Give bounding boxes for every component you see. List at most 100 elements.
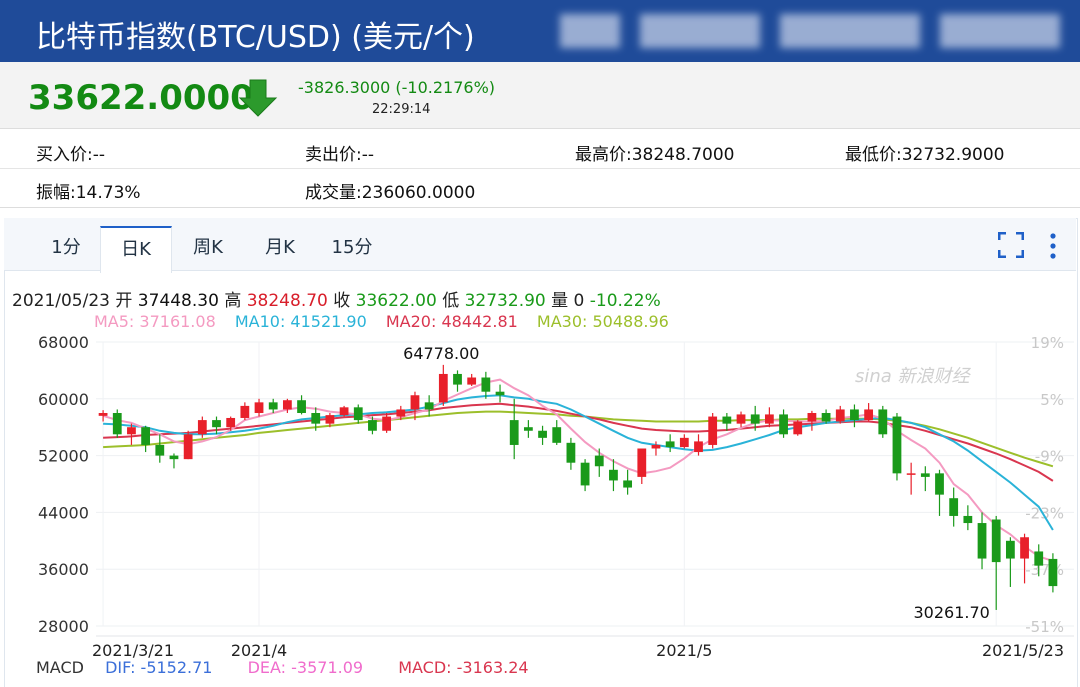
candle-body [878,409,888,435]
info-low: 32732.90 [464,291,546,311]
candle-body [566,442,576,463]
current-price: 33622.0000 [28,78,254,118]
candle-body [722,416,732,424]
x-tick-label: 2021/5 [656,641,712,660]
period-tabs [4,218,1076,271]
ohlc-info: 2021/05/23 开 37448.30 高 38248.70 收 33622… [12,286,661,311]
candle-body [509,420,519,445]
ma5-label: MA5: 37161.08 [94,312,216,331]
candle-body [424,402,434,410]
candle-body [339,407,349,416]
ma20-label: MA20: 48442.81 [385,312,518,331]
stat-volume: 成交量:236060.0000 [305,183,476,203]
divider [0,168,1080,169]
ma-info: MA5: 37161.08 MA10: 41521.90 MA20: 48442… [94,312,669,331]
candle-body [736,414,746,424]
candle-body [453,373,462,385]
y-tick-label: 68000 [38,333,89,352]
candle-body [311,413,321,424]
candle-body [368,420,377,431]
candle-body [325,415,335,424]
x-tick-label: 2021/5/23 [982,641,1064,660]
candle-body [538,430,547,438]
y-tick-label: 36000 [38,560,89,579]
quote-time: 22:29:14 [372,102,431,117]
candle-body [127,427,136,435]
candle-body [141,427,151,445]
info-pct: -10.22% [589,291,661,311]
redacted-block [940,14,1060,48]
price-change: -3826.3000 (-10.2176%) [298,78,496,97]
candle-body [495,391,505,396]
candle-body [764,414,774,424]
candle-body [297,400,306,413]
macd-value-label: MACD: -3163.24 [398,658,529,677]
pct-tick-label: -9% [1035,448,1064,466]
candle-body [679,437,689,448]
info-open-label: 开 [115,291,133,311]
redacted-block [780,14,920,48]
candle-body [580,462,590,486]
y-tick-label: 28000 [38,617,89,636]
candlestick-chart[interactable]: 68000 19% 60000 5% 52000 -9% 44000 -23% 36000 -37… [0,330,1080,660]
pct-tick-label: -51% [1025,618,1064,636]
candle-body [155,444,165,456]
candle-body [949,498,959,516]
info-date: 2021/05/23 [12,291,110,311]
stat-bid: 买入价:-- [36,145,105,165]
candle-body [481,377,491,392]
x-tick-label: 2021/4 [231,641,287,660]
macd-info: MACD DIF: -5152.71 DEA: -3571.09 MACD: -… [36,658,529,677]
more-options-icon[interactable] [1048,232,1058,260]
x-tick-label: 2021/3/21 [92,641,174,660]
candle-body [637,448,647,477]
candle-body [991,519,1001,563]
y-tick-label: 52000 [38,447,89,466]
candle-body [694,441,703,453]
candle-body [609,469,618,481]
info-vol: 0 [573,291,585,311]
dif-label: DIF: -5152.71 [105,658,213,677]
candle-body [254,402,264,413]
candle-body [282,400,292,410]
tab-weekly[interactable]: 周K [193,237,223,258]
down-arrow-icon [238,79,278,117]
candle-body [98,413,108,416]
candle-body [850,409,859,421]
tab-monthly[interactable]: 月K [265,237,295,258]
candle-body [793,421,803,435]
pct-tick-label: -37% [1025,561,1064,579]
candle-body [226,417,236,428]
candle-body [212,420,221,428]
candle-body [410,395,420,410]
candle-body [1048,558,1058,587]
candle-body [197,420,207,435]
max-price-label: 64778.00 [403,344,479,363]
candle-body [750,414,760,424]
dea-label: DEA: -3571.09 [247,658,364,677]
redacted-block [560,14,620,48]
candle-body [935,473,944,495]
candle-body [708,416,718,445]
stat-ask: 卖出价:-- [305,145,374,165]
y-tick-label: 44000 [38,503,89,522]
quote-panel [0,62,1080,129]
candle-body [183,434,193,460]
fullscreen-icon[interactable] [998,232,1024,258]
info-vol-label: 量 [551,291,569,311]
candle-body [864,409,874,421]
stat-amplitude: 振幅:14.73% [36,183,141,203]
tab-daily[interactable]: 日K [100,226,172,273]
pct-tick-label: 5% [1040,391,1064,409]
candle-body [1020,537,1029,559]
candle-body [807,413,817,422]
candle-body [1005,540,1015,559]
candle-body [906,473,916,475]
info-close-label: 收 [333,291,351,311]
pct-tick-label: -23% [1025,504,1064,522]
tab-1min[interactable]: 1分 [51,237,81,258]
info-low-label: 低 [442,291,460,311]
candle-body [977,523,987,559]
candle-body [353,407,363,421]
tab-15min[interactable]: 15分 [331,237,373,258]
